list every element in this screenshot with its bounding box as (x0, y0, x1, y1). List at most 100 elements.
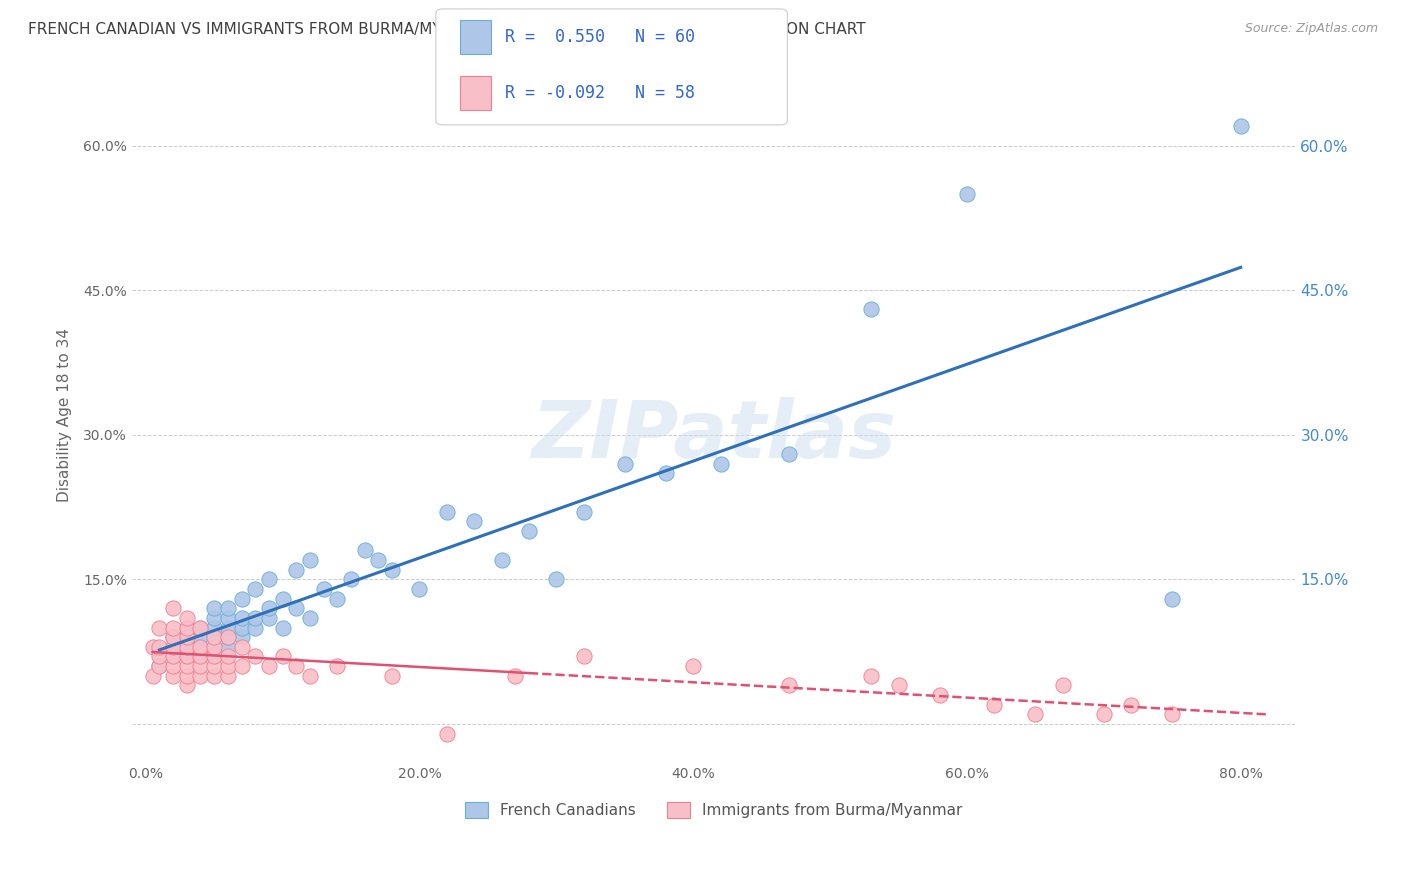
Point (162, 630, 184, 644)
Point (778, 447, 800, 461)
Point (217, 659, 239, 673)
Point (271, 620, 294, 634)
Point (778, 678, 800, 692)
Point (983, 698, 1005, 712)
Point (956, 186, 979, 201)
Point (202, 601, 225, 615)
Point (613, 457, 636, 471)
Point (190, 640, 212, 654)
Point (245, 611, 267, 625)
Point (176, 678, 198, 692)
Point (340, 572, 363, 586)
Point (142, 669, 165, 683)
Point (326, 659, 349, 673)
Point (162, 659, 184, 673)
Point (176, 659, 198, 673)
Point (463, 515, 485, 529)
Point (231, 659, 253, 673)
Point (217, 630, 239, 644)
Point (176, 630, 198, 644)
Point (367, 553, 389, 567)
Point (148, 620, 170, 634)
Point (176, 620, 198, 634)
Point (190, 620, 212, 634)
Point (162, 669, 184, 683)
Point (162, 640, 184, 654)
Point (245, 649, 267, 664)
Y-axis label: Disability Age 18 to 34: Disability Age 18 to 34 (58, 328, 72, 502)
Point (148, 649, 170, 664)
Point (176, 611, 198, 625)
Point (245, 582, 267, 596)
Text: ZIPatlas: ZIPatlas (531, 397, 896, 475)
Point (190, 669, 212, 683)
Point (257, 611, 280, 625)
Point (1161, 707, 1184, 722)
Point (326, 591, 349, 606)
Point (381, 563, 404, 577)
Point (176, 620, 198, 634)
Point (148, 659, 170, 673)
Point (257, 601, 280, 615)
Point (176, 630, 198, 644)
Point (408, 582, 430, 596)
Point (491, 553, 513, 567)
Point (190, 659, 212, 673)
Point (682, 659, 704, 673)
Point (231, 611, 253, 625)
Point (190, 649, 212, 664)
Point (1161, 591, 1184, 606)
Text: R = -0.092   N = 58: R = -0.092 N = 58 (505, 84, 695, 102)
Point (298, 669, 321, 683)
Point (245, 620, 267, 634)
Point (860, 669, 883, 683)
Point (202, 649, 225, 664)
Point (190, 620, 212, 634)
Point (202, 611, 225, 625)
Point (202, 640, 225, 654)
Point (162, 649, 184, 664)
Point (176, 669, 198, 683)
Point (285, 601, 308, 615)
Point (572, 649, 595, 664)
Point (202, 630, 225, 644)
Point (231, 591, 253, 606)
Point (353, 543, 375, 558)
Point (202, 640, 225, 654)
Point (162, 601, 184, 615)
Point (298, 611, 321, 625)
Point (202, 669, 225, 683)
Point (176, 640, 198, 654)
Point (231, 630, 253, 644)
Point (190, 649, 212, 664)
Point (217, 669, 239, 683)
Point (148, 659, 170, 673)
Point (436, 505, 458, 519)
Point (176, 640, 198, 654)
Text: Source: ZipAtlas.com: Source: ZipAtlas.com (1244, 22, 1378, 36)
Point (285, 563, 308, 577)
Text: FRENCH CANADIAN VS IMMIGRANTS FROM BURMA/MYANMAR DISABILITY AGE 18 TO 34 CORRELA: FRENCH CANADIAN VS IMMIGRANTS FROM BURMA… (28, 22, 866, 37)
Point (202, 649, 225, 664)
Point (257, 572, 280, 586)
Point (142, 640, 165, 654)
Point (285, 659, 308, 673)
Point (546, 572, 568, 586)
Point (572, 505, 595, 519)
Point (298, 553, 321, 567)
Point (202, 659, 225, 673)
Point (312, 582, 335, 596)
Point (1024, 707, 1046, 722)
Point (176, 649, 198, 664)
Point (202, 620, 225, 634)
Point (928, 688, 950, 702)
Point (517, 524, 540, 538)
Point (271, 649, 294, 664)
Point (190, 630, 212, 644)
Point (436, 726, 458, 740)
Point (231, 640, 253, 654)
Point (217, 601, 239, 615)
Point (655, 467, 678, 481)
Point (710, 457, 733, 471)
Text: R =  0.550   N = 60: R = 0.550 N = 60 (505, 28, 695, 45)
